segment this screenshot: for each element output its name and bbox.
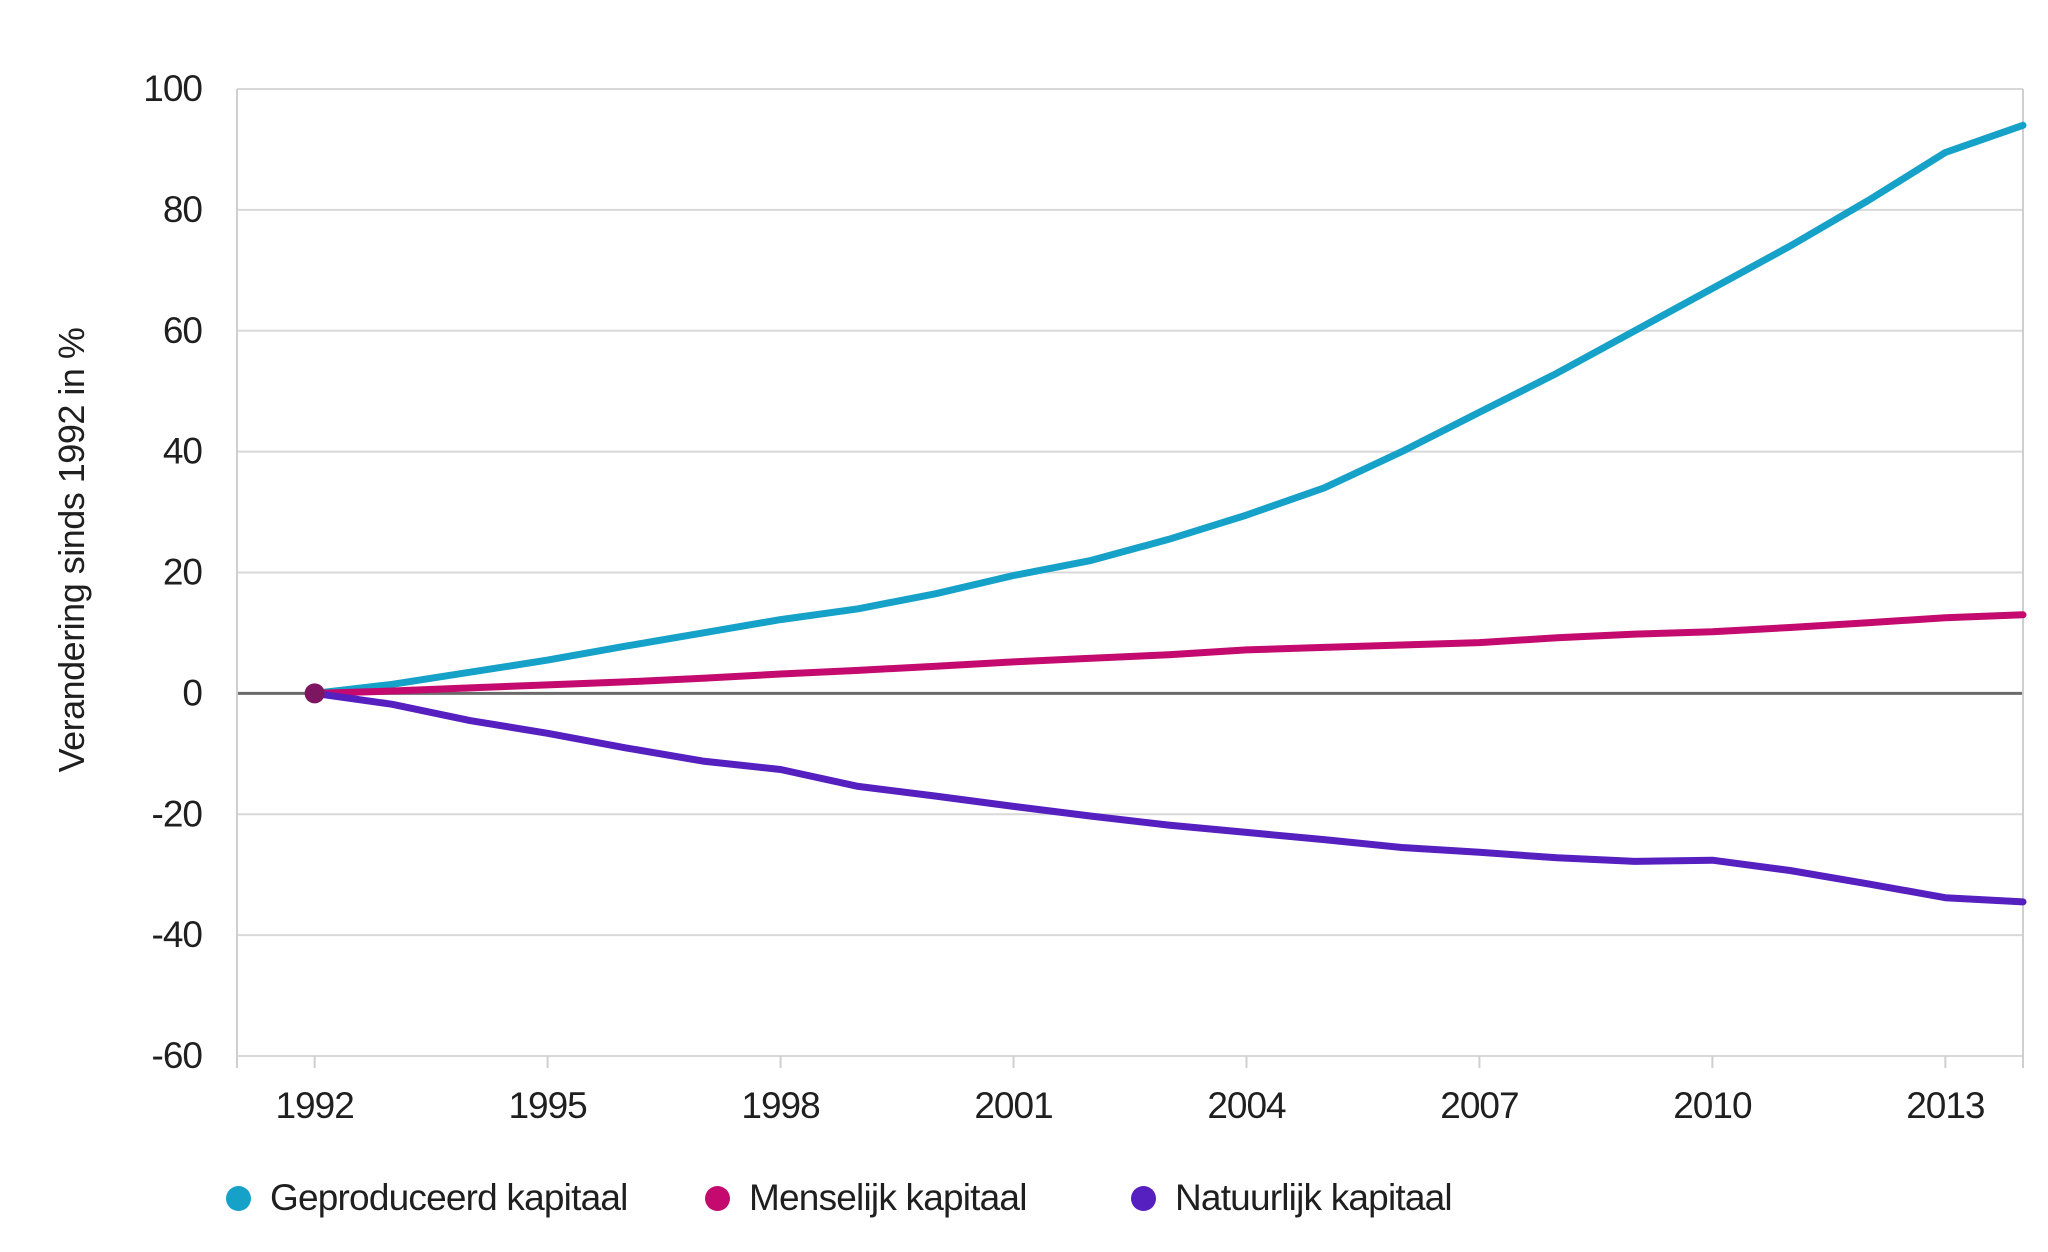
legend-label: Natuurlijk kapitaal (1175, 1177, 1453, 1218)
y-tick-label: -20 (152, 793, 203, 834)
legend-item-menselijk-kapitaal[interactable]: Menselijk kapitaal (705, 1172, 1027, 1224)
y-tick-label: 80 (163, 189, 203, 230)
legend-marker-geproduceerd-icon (226, 1185, 251, 1211)
y-tick-label: -60 (152, 1035, 203, 1076)
x-tick-label: 2007 (1440, 1085, 1518, 1126)
series-line-menselijk-kapitaal (311, 611, 2027, 697)
y-tick-label: 0 (182, 672, 202, 713)
x-tick-label: 2001 (974, 1085, 1052, 1126)
legend-marker-natuurlijk-icon (1131, 1185, 1156, 1211)
x-tick-label: 1995 (508, 1085, 587, 1126)
y-tick-label: 20 (163, 552, 203, 593)
legend-item-natuurlijk-kapitaal[interactable]: Natuurlijk kapitaal (1131, 1172, 1453, 1224)
series-line-natuurlijk-kapitaal (311, 689, 2027, 906)
origin-marker (304, 683, 325, 704)
y-tick-label: 40 (163, 431, 203, 472)
x-tick-label: 1998 (741, 1085, 819, 1126)
legend-label: Menselijk kapitaal (749, 1177, 1027, 1218)
legend-item-geproduceerd-kapitaal[interactable]: Geproduceerd kapitaal (226, 1172, 628, 1224)
legend-label: Geproduceerd kapitaal (270, 1177, 628, 1218)
series-line-geproduceerd-kapitaal (311, 121, 2027, 697)
y-tick-label: -40 (152, 914, 203, 955)
y-tick-label: 60 (163, 310, 203, 351)
legend-marker-menselijk-icon (705, 1185, 730, 1211)
x-tick-label: 2013 (1906, 1085, 1984, 1126)
x-tick-label: 2004 (1207, 1085, 1286, 1126)
x-tick-label: 1992 (275, 1085, 353, 1126)
legend: Geproduceerd kapitaal Menselijk kapitaal… (0, 1172, 2048, 1224)
y-axis-title: Verandering sinds 1992 in % (51, 327, 92, 773)
y-tick-label: 100 (143, 68, 202, 109)
x-tick-label: 2010 (1673, 1085, 1752, 1126)
